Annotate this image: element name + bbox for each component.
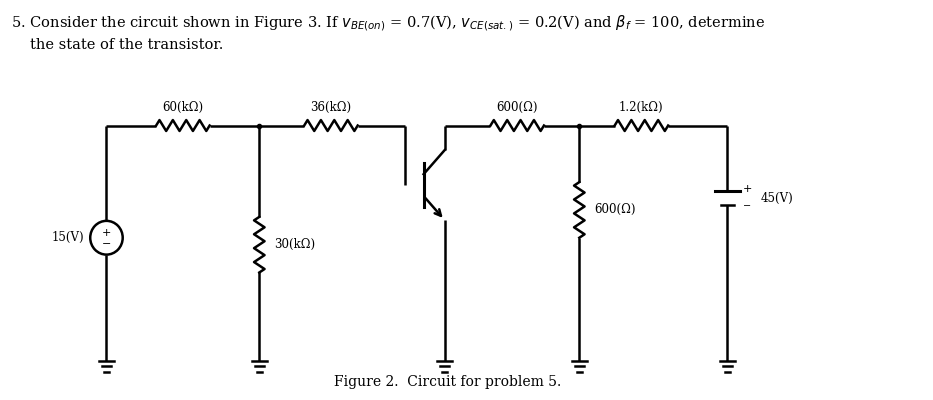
Text: 60(kΩ): 60(kΩ) <box>162 101 203 114</box>
Text: the state of the transistor.: the state of the transistor. <box>30 38 223 52</box>
Text: 600(Ω): 600(Ω) <box>594 204 636 216</box>
Text: 30(kΩ): 30(kΩ) <box>274 238 315 251</box>
Text: 36(kΩ): 36(kΩ) <box>311 101 352 114</box>
Text: −: − <box>743 202 751 212</box>
Text: 45(V): 45(V) <box>760 192 794 204</box>
Text: 600(Ω): 600(Ω) <box>496 101 538 114</box>
Text: 1.2(kΩ): 1.2(kΩ) <box>620 101 663 114</box>
Text: +: + <box>743 184 752 194</box>
Text: +: + <box>102 228 111 238</box>
Text: −: − <box>102 239 111 249</box>
Text: Figure 2.  Circuit for problem 5.: Figure 2. Circuit for problem 5. <box>334 375 561 389</box>
Text: 15(V): 15(V) <box>52 231 85 244</box>
Text: 5. Consider the circuit shown in Figure 3. If $v_{BE(on)}$ = 0.7(V), $v_{CE(sat.: 5. Consider the circuit shown in Figure … <box>11 13 765 33</box>
